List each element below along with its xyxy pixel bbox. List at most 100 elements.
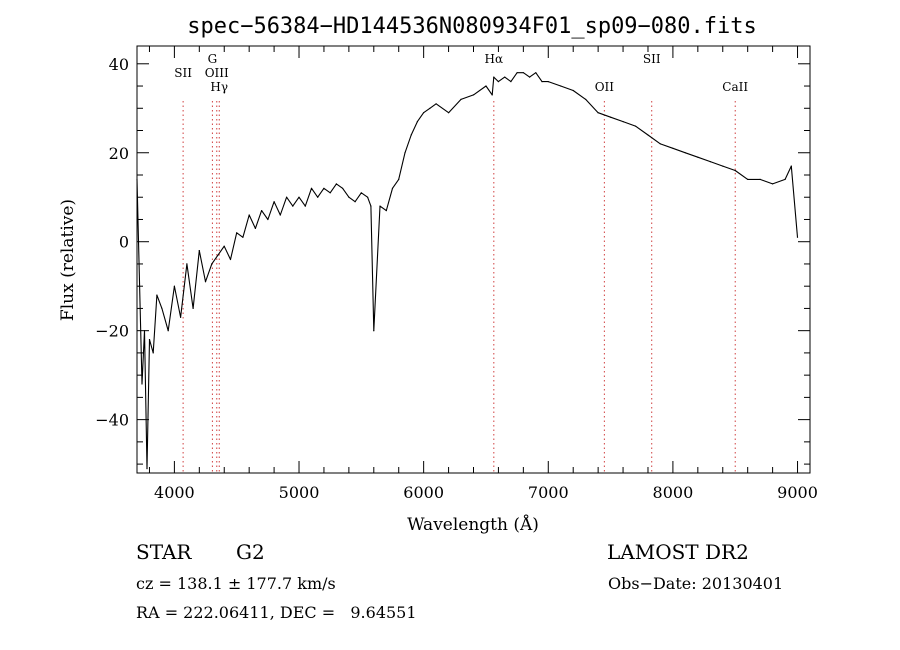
- spectrum-point: [747, 178, 749, 180]
- spectrum-point: [522, 72, 525, 74]
- y-axis-label: Flux (relative): [58, 199, 78, 321]
- spectrum-point: [192, 307, 194, 309]
- object-class: STAR: [136, 540, 192, 564]
- spectrum-point: [759, 178, 761, 180]
- y-tick-label: 40: [109, 55, 129, 74]
- marker-label: SII: [643, 52, 661, 66]
- spectrum-point: [460, 98, 462, 100]
- spectrum-point: [448, 112, 450, 114]
- spectrum-point: [373, 330, 375, 332]
- spectrum-point: [229, 258, 232, 261]
- spectrum-point: [186, 263, 188, 265]
- axis-ticks: 4000 5000 6000 7000 8000 9000 −40 −20 0 20 40: [95, 46, 818, 502]
- spectrum-point: [211, 263, 213, 265]
- obs-date: Obs−Date: 20130401: [608, 574, 784, 593]
- spectrum-point: [180, 316, 182, 318]
- spectrum-point: [323, 187, 325, 189]
- spectrum-point: [267, 218, 269, 221]
- spectrum-point: [217, 254, 219, 256]
- x-tick-label: 4000: [154, 483, 195, 502]
- spectrum-point: [335, 183, 337, 185]
- spectrum-series: [136, 72, 799, 470]
- spectrum-point: [379, 205, 381, 207]
- spectrum-point: [167, 330, 169, 332]
- spectrum-point: [317, 196, 319, 198]
- marker-label: CaII: [722, 80, 748, 94]
- survey-name: LAMOST DR2: [607, 540, 749, 564]
- x-tick-label: 5000: [279, 483, 320, 502]
- marker-label: Hγ: [210, 80, 228, 94]
- spectrum-point: [298, 196, 300, 198]
- spectrum-point: [610, 116, 612, 118]
- spectrum-point: [634, 125, 637, 127]
- spectrum-point: [516, 72, 518, 74]
- spectrum-point: [722, 165, 724, 167]
- spectrum-point: [734, 169, 736, 172]
- redshift-text: cz = 138.1 ± 177.7 km/s: [136, 574, 336, 593]
- marker-label: OIII: [205, 66, 229, 80]
- spectrum-point: [370, 205, 372, 207]
- spectrum-point: [429, 107, 431, 109]
- x-tick-label: 8000: [653, 483, 694, 502]
- spectrum-point: [236, 232, 238, 234]
- spectrum-point: [367, 196, 369, 198]
- spectrum-point: [697, 156, 699, 158]
- spectrum-point: [547, 81, 549, 83]
- spectrum-point: [529, 76, 531, 78]
- spectrum-point: [273, 201, 275, 203]
- spectrum-point: [416, 121, 418, 123]
- spectrum-point: [709, 161, 711, 163]
- spectrum-point: [684, 152, 687, 154]
- plot-frame: [136, 45, 811, 474]
- spectrum-point: [510, 81, 512, 83]
- y-tick-label: −40: [95, 411, 129, 430]
- spectrum-point: [622, 121, 624, 123]
- spectrum-point: [491, 94, 493, 96]
- ra-dec: RA = 222.06411, DEC = 9.64551: [136, 603, 417, 622]
- spectrum-point: [161, 307, 163, 309]
- spectrum-point: [348, 196, 350, 198]
- spectrum-point: [198, 250, 200, 252]
- spectrum-point: [310, 187, 313, 189]
- spectrum-point: [435, 103, 437, 105]
- spectrum-point: [493, 76, 495, 78]
- spectrum-point: [242, 236, 244, 238]
- spectrum-point: [329, 192, 331, 194]
- chart-title: spec−56384−HD144536N080934F01_sp09−080.f…: [187, 14, 757, 39]
- spectrum-point: [152, 352, 154, 354]
- x-tick-label: 7000: [528, 483, 569, 502]
- spectrum-point: [485, 85, 487, 87]
- spectrum-point: [410, 134, 412, 136]
- spectrum-point: [279, 214, 281, 216]
- spectrum-point: [796, 236, 799, 238]
- marker-label: Hα: [485, 52, 504, 66]
- spectrum-point: [136, 178, 138, 180]
- spectrum-point: [342, 187, 344, 189]
- spectrum-point: [286, 196, 288, 198]
- spectrum-point: [292, 205, 294, 207]
- spectrum-point: [354, 201, 356, 203]
- marker-label: OII: [595, 80, 615, 94]
- y-tick-label: −20: [95, 322, 129, 341]
- marker-label: G: [208, 52, 218, 66]
- spectrum-point: [535, 72, 537, 74]
- marker-label: SII: [174, 66, 192, 80]
- spectrum-point: [597, 112, 599, 114]
- x-tick-label: 9000: [777, 483, 818, 502]
- spectrum-point: [304, 205, 306, 207]
- spectrum-point: [141, 383, 143, 385]
- spectrum-point: [585, 98, 587, 100]
- spectrum-point: [146, 468, 148, 470]
- spectrum-line: [136, 72, 799, 470]
- spectrum-point: [391, 187, 394, 189]
- spectrum-point: [497, 81, 499, 83]
- spectrum-point: [560, 85, 562, 87]
- spectrum-point: [385, 210, 387, 212]
- spectrum-point: [143, 330, 146, 332]
- spectrum-point: [541, 81, 543, 83]
- spectrum-point: [156, 294, 158, 296]
- spectrum-point: [647, 134, 649, 136]
- spectrum-point: [790, 165, 792, 167]
